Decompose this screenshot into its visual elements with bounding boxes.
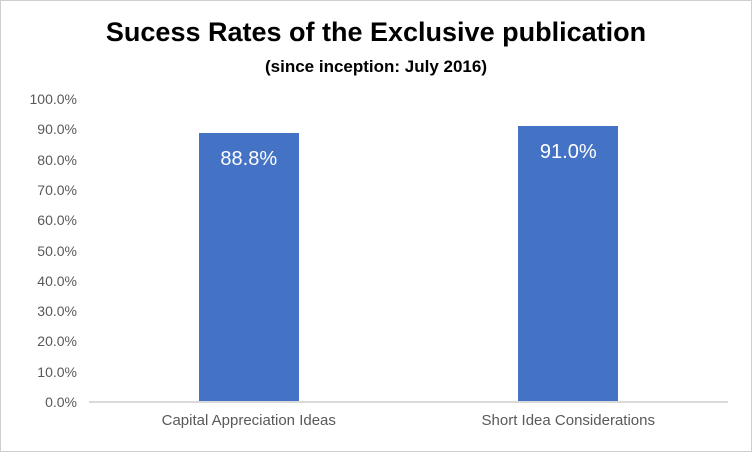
bar-value-label: 88.8% [220, 147, 278, 170]
y-axis-tick-label: 50.0% [37, 242, 77, 259]
y-axis-tick-label: 40.0% [37, 272, 77, 289]
y-axis-tick-label: 60.0% [37, 212, 77, 229]
y-axis-tick-label: 70.0% [37, 181, 77, 198]
y-axis-tick-label: 30.0% [37, 303, 77, 320]
plot-area: 88.8% 91.0% [89, 99, 728, 402]
chart-title: Sucess Rates of the Exclusive publicatio… [105, 17, 647, 47]
y-axis: 100.0% 90.0% 80.0% 70.0% 60.0% 50.0% 40.0% 30.0… [1, 1, 77, 451]
y-axis-tick-label: 80.0% [37, 151, 77, 168]
y-axis-tick-label: 100.0% [29, 91, 77, 107]
y-axis-tick-label: 10.0% [37, 363, 77, 380]
x-axis-line [89, 401, 728, 403]
y-axis-tick-label: 90.0% [37, 121, 77, 138]
y-axis-tick-label: 20.0% [37, 333, 77, 350]
x-axis-category-label: Short Idea Considerations [481, 412, 655, 429]
bar: 88.8% [198, 132, 299, 402]
y-axis-tick-label: 0.0% [45, 394, 77, 410]
x-axis-category-label: Capital Appreciation Ideas [161, 412, 336, 429]
chart-subtitle: (since inception: July 2016) [264, 57, 487, 76]
bar-value-label: 91.0% [539, 141, 597, 164]
bar: 91.0% [518, 126, 619, 402]
